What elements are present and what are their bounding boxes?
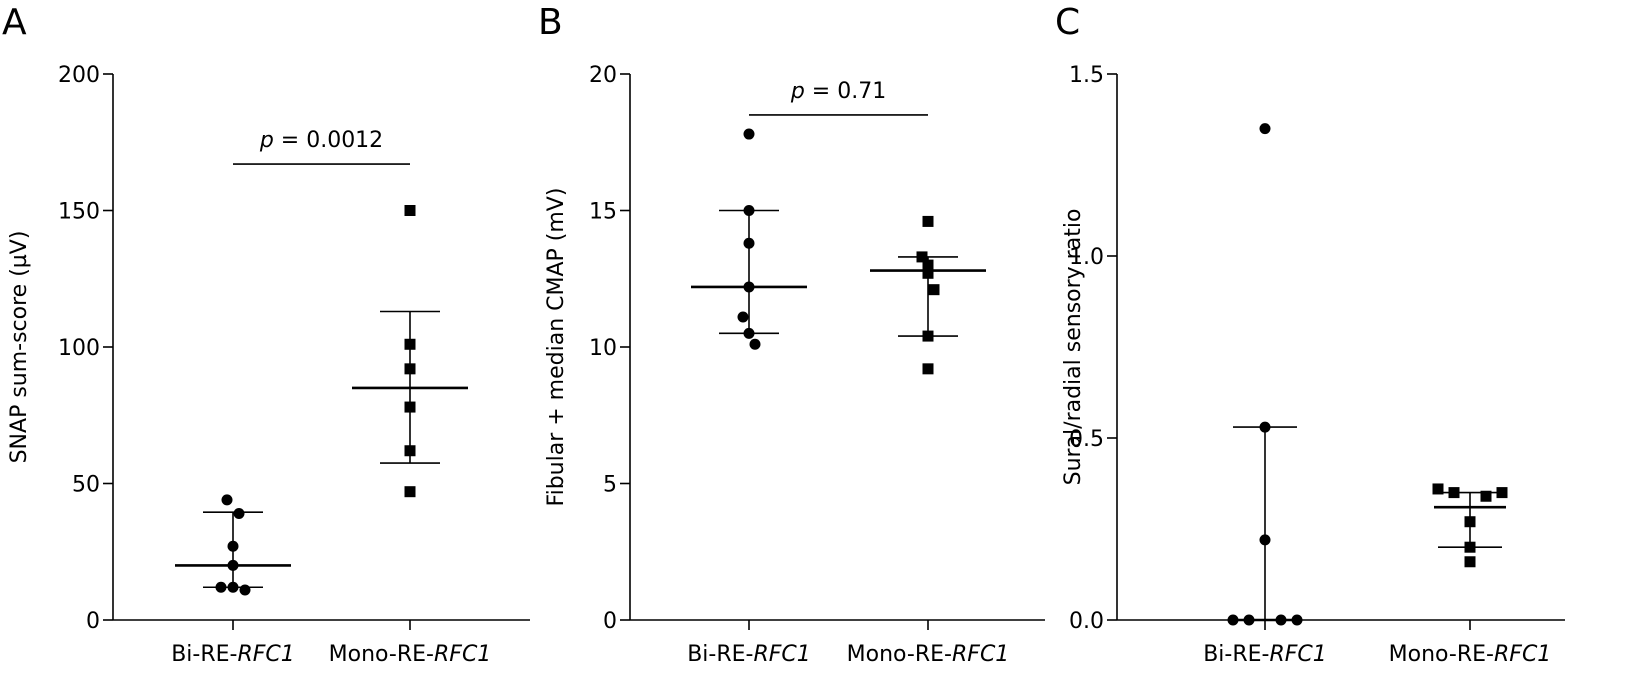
panel-a-p-value: p = 0.0012	[259, 128, 383, 153]
panel-b-y-tick-label: 15	[589, 200, 617, 225]
panel-a-point-circle	[227, 559, 239, 571]
panel-c-point-square	[1432, 483, 1444, 495]
panel-a-point-square	[404, 445, 416, 457]
panel-c-y-tick-label: 0.0	[1069, 609, 1104, 634]
panel-a-point-square	[404, 401, 416, 413]
panel-b-x-tick-label: Bi-RE-RFC1	[687, 642, 811, 667]
panel-a-point-circle	[239, 584, 251, 596]
panel-a: A 0 50 100 150 200 Bi-RE-RFC1 Mono-RE-RFC1 SNAP…	[2, 2, 530, 667]
panel-c-point-circle	[1227, 614, 1239, 626]
panel-b-point-square	[922, 259, 934, 271]
panel-b-point-circle	[743, 281, 755, 293]
panel-c-point-circle	[1259, 534, 1271, 546]
panel-c-point-circle	[1259, 421, 1271, 433]
panel-c-point-square	[1464, 556, 1476, 568]
panel-c-point-square	[1496, 487, 1508, 499]
panel-b-point-circle	[743, 205, 755, 216]
panel-a-point-circle	[227, 581, 239, 593]
panel-b-y-tick-label: 20	[589, 63, 617, 88]
panel-a-point-square	[404, 486, 416, 498]
panel-a-point-circle	[221, 494, 233, 506]
panel-letter-b: B	[538, 2, 563, 43]
panel-c: C 0.0 0.5 1.0 1.5 Bi-RE-RFC1 Mono-RE-RFC1 Sura…	[1055, 2, 1565, 667]
panel-a-y-axis-title: SNAP sum-score (µV)	[7, 231, 32, 464]
panel-a-point-square	[404, 205, 416, 216]
panel-a-y-tick-label: 150	[58, 200, 100, 225]
panel-letter-c: C	[1055, 2, 1080, 43]
panel-b-point-circle	[749, 338, 761, 350]
panel-b-point-square	[922, 330, 934, 342]
panel-b-point-square	[922, 267, 934, 279]
panel-a-point-circle	[227, 540, 239, 552]
panel-a-point-square	[404, 363, 416, 375]
panel-b-point-square	[922, 215, 934, 227]
panel-c-y-tick-label: 1.5	[1069, 63, 1104, 88]
panel-b-y-tick-label: 5	[603, 473, 617, 498]
panel-b-point-square	[916, 251, 928, 263]
panel-b-p-value: p = 0.71	[790, 79, 886, 104]
panel-b-point-square	[922, 363, 934, 375]
panel-c-point-circle	[1291, 614, 1303, 626]
panel-c-point-square	[1448, 487, 1460, 499]
panel-c-point-square	[1464, 541, 1476, 553]
panel-c-x-tick-label: Bi-RE-RFC1	[1203, 642, 1327, 667]
panel-a-x-tick-label: Mono-RE-RFC1	[329, 642, 492, 667]
panel-b-y-tick-label: 10	[589, 336, 617, 361]
panel-b-y-axis-title: Fibular + median CMAP (mV)	[544, 188, 569, 507]
panel-c-point-square	[1464, 516, 1476, 528]
panel-a-x-tick-label: Bi-RE-RFC1	[171, 642, 295, 667]
panel-a-y-tick-label: 100	[58, 336, 100, 361]
panel-b-point-circle	[743, 237, 755, 249]
panel-a-point-circle	[233, 508, 245, 520]
panel-c-point-circle	[1243, 614, 1255, 626]
panel-c-point-square	[1480, 490, 1492, 502]
panel-c-x-tick-label: Mono-RE-RFC1	[1389, 642, 1552, 667]
panel-a-point-circle	[215, 581, 227, 593]
panel-b-point-circle	[743, 128, 755, 140]
panel-c-point-circle	[1259, 123, 1271, 135]
panel-a-y-tick-label: 50	[72, 473, 100, 498]
panel-b-point-square	[928, 284, 940, 296]
panel-a-point-square	[404, 338, 416, 350]
panel-b-point-circle	[743, 327, 755, 339]
panel-c-point-circle	[1275, 614, 1287, 626]
panel-a-y-tick-label: 200	[58, 63, 100, 88]
panel-b-y-tick-label: 0	[603, 609, 617, 634]
panel-letter-a: A	[2, 2, 27, 43]
panel-b-x-tick-label: Mono-RE-RFC1	[847, 642, 1010, 667]
panel-c-y-axis-title: Sural/radial sensory ratio	[1061, 209, 1086, 486]
panel-a-y-tick-label: 0	[86, 609, 100, 634]
panel-b-point-circle	[737, 311, 749, 323]
panel-b: B 0 5 10 15 20 Bi-RE-RFC1 Mono-RE-RFC1 Fibular …	[538, 2, 1045, 667]
panel-c-y-tick-label: 1.0	[1069, 245, 1104, 270]
panel-c-y-tick-label: 0.5	[1069, 427, 1104, 452]
